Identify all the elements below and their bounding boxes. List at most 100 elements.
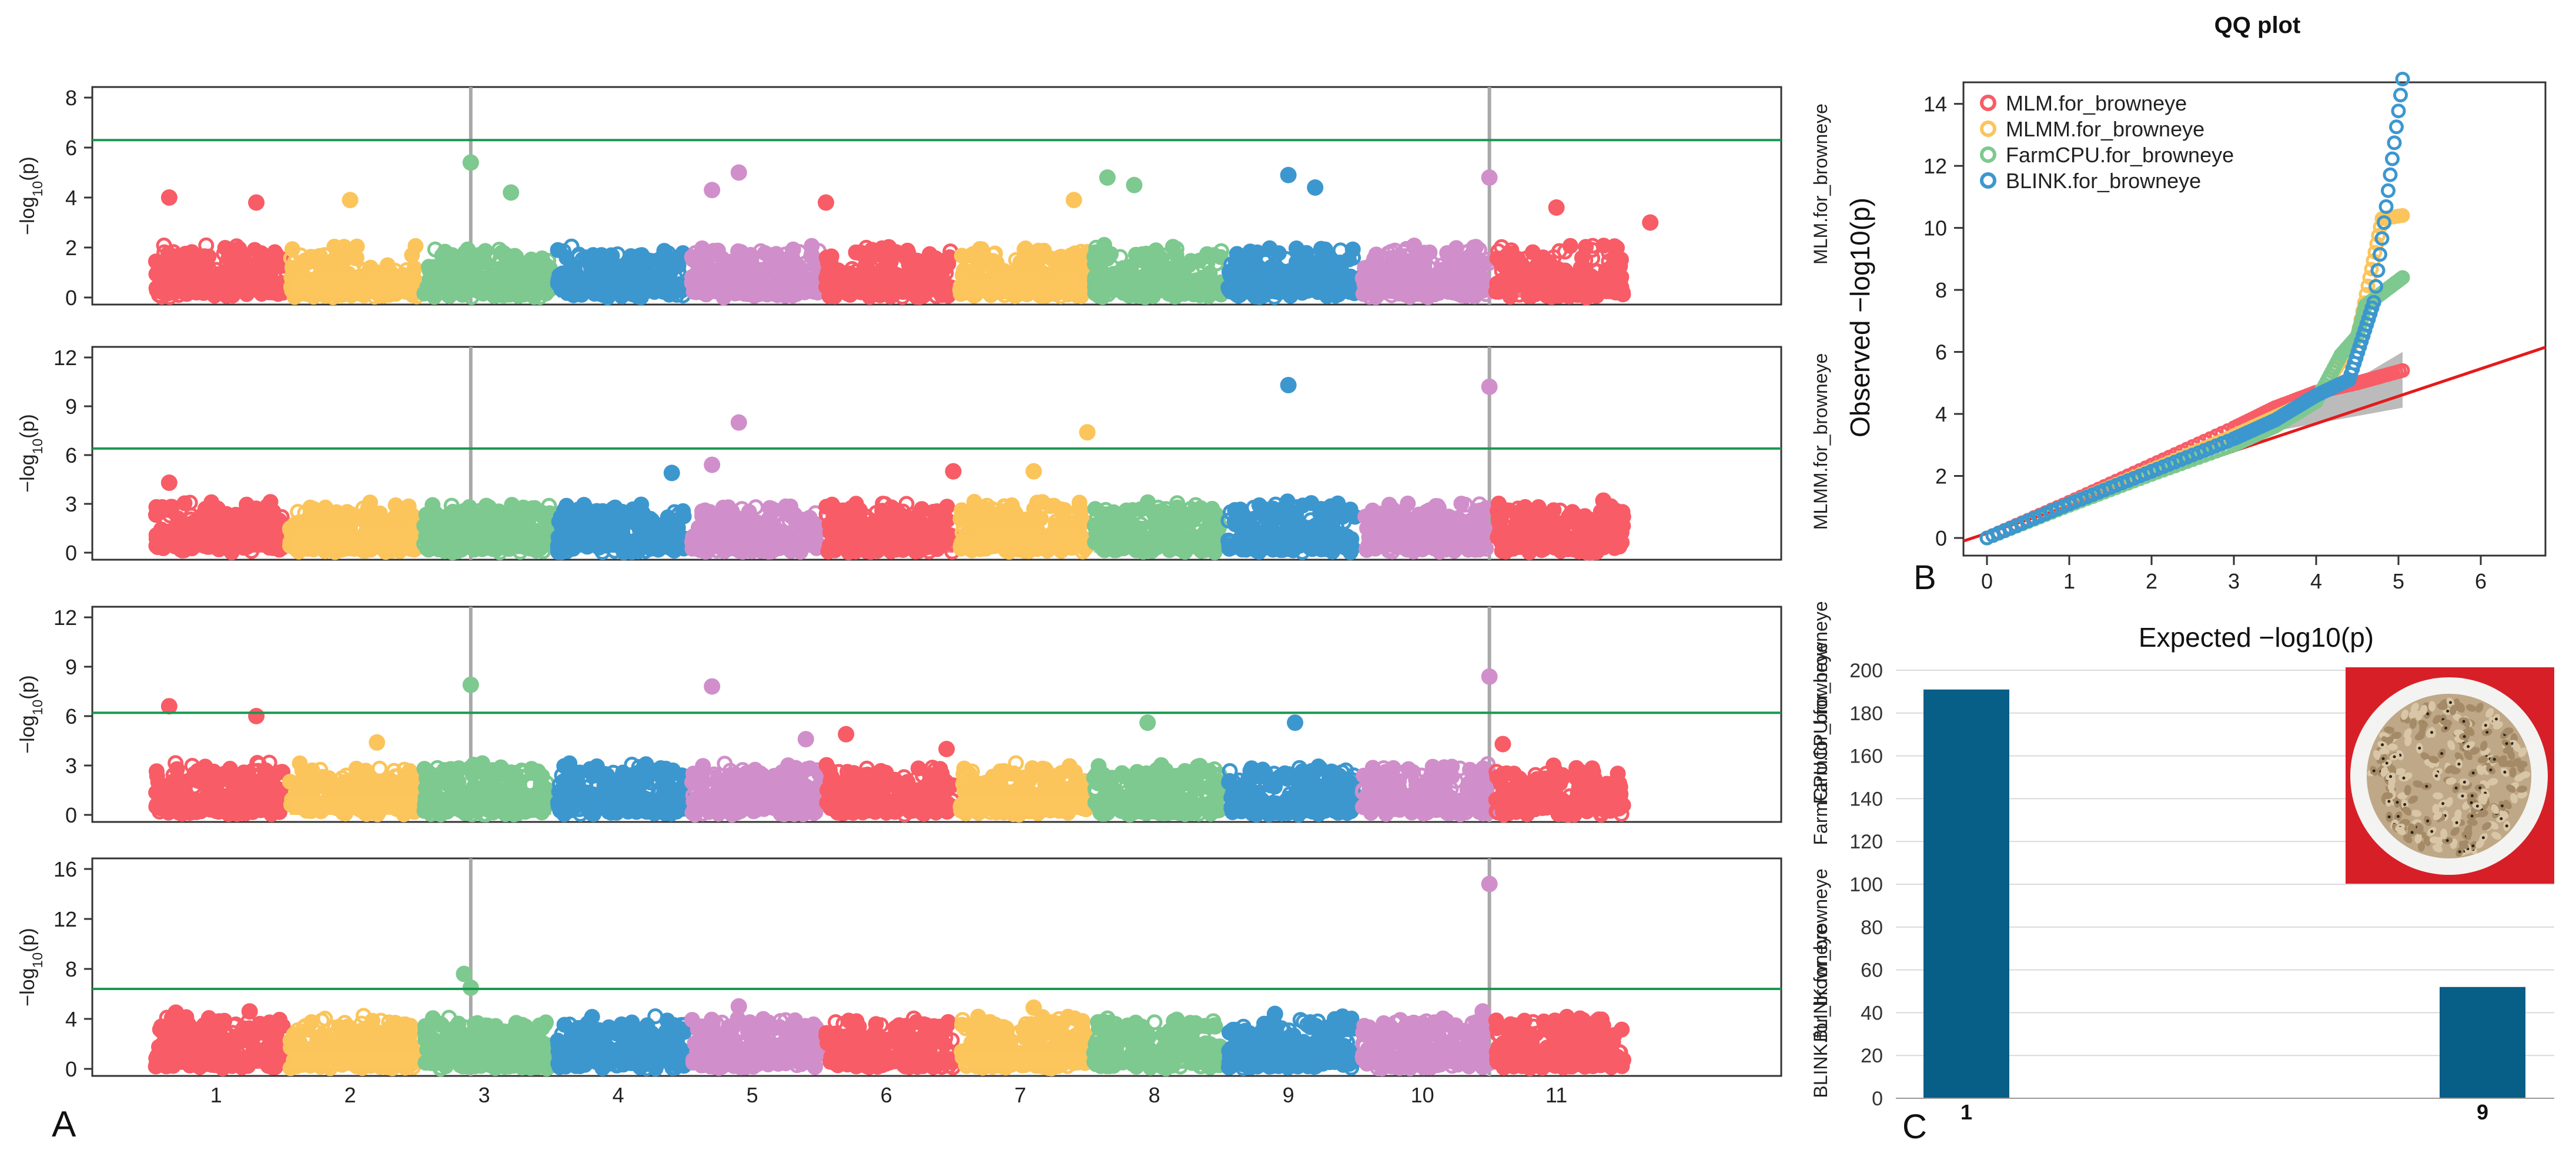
snp-point <box>1507 259 1523 276</box>
snp-point <box>387 497 404 513</box>
snp-point <box>259 498 276 514</box>
snp-point <box>1152 257 1169 273</box>
snp-point <box>1149 516 1165 532</box>
snp-point <box>1340 251 1357 268</box>
snp-point <box>509 506 525 522</box>
snp-point <box>1524 244 1541 260</box>
snp-point <box>1036 242 1052 259</box>
snp-point <box>1468 239 1484 255</box>
snp-point <box>242 260 258 277</box>
snp-dense-band <box>156 279 283 297</box>
snp-point <box>1051 249 1068 266</box>
snp-point <box>206 517 222 534</box>
snp-point <box>1239 520 1255 536</box>
plot-frame <box>91 86 1782 306</box>
snp-point <box>418 506 434 523</box>
snp-point <box>286 521 302 537</box>
snp-dense-band <box>1362 535 1490 553</box>
snp-dense-band <box>558 279 685 297</box>
snp-point <box>982 514 998 530</box>
snp-point <box>690 258 707 275</box>
snp-point <box>701 514 717 531</box>
snp-dense-band <box>1228 535 1356 553</box>
snp-dense-band <box>424 279 551 297</box>
snp-point <box>1473 510 1490 527</box>
snp-point <box>347 250 363 266</box>
snp-point <box>399 507 415 523</box>
top-hit-point <box>1548 199 1565 216</box>
snp-dense-band <box>826 535 954 553</box>
side-label: MLM.for_browneye <box>1810 103 1831 265</box>
snp-point <box>1120 259 1136 275</box>
snp-point <box>1133 501 1149 517</box>
snp-point <box>456 503 472 519</box>
snp-point <box>404 247 420 263</box>
snp-dense-band <box>558 535 685 553</box>
y-tick-label: 12 <box>53 346 77 370</box>
y-tick-label: 2 <box>65 236 77 260</box>
snp-point <box>1070 502 1087 518</box>
snp-point <box>246 514 262 531</box>
snp-point <box>1313 240 1329 257</box>
snp-dense-band <box>1362 279 1490 297</box>
snp-dense-band <box>692 535 819 553</box>
snp-point <box>538 511 554 527</box>
snp-point <box>1003 497 1020 513</box>
top-hit-point <box>342 192 359 209</box>
snp-point <box>1100 506 1117 522</box>
snp-point <box>1578 239 1594 255</box>
snp-point <box>156 244 173 260</box>
snp-point <box>593 265 609 281</box>
top-hit-point <box>1307 179 1324 196</box>
top-hit-point <box>1642 214 1659 231</box>
top-hit-point <box>730 164 747 181</box>
snp-point <box>742 254 758 270</box>
snp-dense-band <box>424 535 551 553</box>
snp-point <box>901 252 917 268</box>
y-tick-label: 0 <box>65 541 77 565</box>
snp-point <box>884 517 901 533</box>
y-tick-label: 6 <box>65 136 77 160</box>
snp-point <box>1557 262 1574 279</box>
snp-point <box>763 247 780 263</box>
y-tick-label: 3 <box>65 492 77 516</box>
snp-point <box>656 243 673 259</box>
snp-point <box>226 513 243 529</box>
snp-dense-band <box>1094 535 1222 553</box>
snp-point <box>803 248 819 265</box>
snp-point <box>362 494 378 511</box>
snp-point <box>822 256 839 272</box>
snp-point <box>829 502 846 518</box>
snp-point <box>1046 497 1062 514</box>
snp-dense-band <box>960 535 1088 553</box>
snp-point <box>970 266 986 283</box>
snp-point <box>444 247 460 263</box>
top-hit-point <box>1126 176 1143 193</box>
y-tick-label: 9 <box>65 395 77 419</box>
top-hit-point <box>1065 192 1082 209</box>
snp-point <box>1531 257 1547 273</box>
top-hit-point <box>1280 166 1297 183</box>
snp-points <box>148 377 1631 561</box>
snp-point <box>1450 520 1467 537</box>
snp-point <box>1260 522 1277 539</box>
snp-point <box>203 494 220 510</box>
side-label: MLMM.for_browneye <box>1810 353 1831 530</box>
snp-point <box>212 266 228 282</box>
snp-point <box>1055 263 1071 280</box>
snp-point <box>320 511 337 527</box>
snp-point <box>150 263 167 279</box>
snp-point <box>372 266 389 282</box>
snp-point <box>878 256 894 273</box>
y-tick-label: 0 <box>65 286 77 310</box>
snp-point <box>1562 238 1578 254</box>
top-hit-point <box>1099 169 1116 186</box>
snp-point <box>1288 240 1304 256</box>
snp-point <box>217 240 233 256</box>
snp-point <box>1183 253 1199 269</box>
snp-point <box>823 520 839 536</box>
y-axis-label: −log10(p) <box>16 156 46 235</box>
